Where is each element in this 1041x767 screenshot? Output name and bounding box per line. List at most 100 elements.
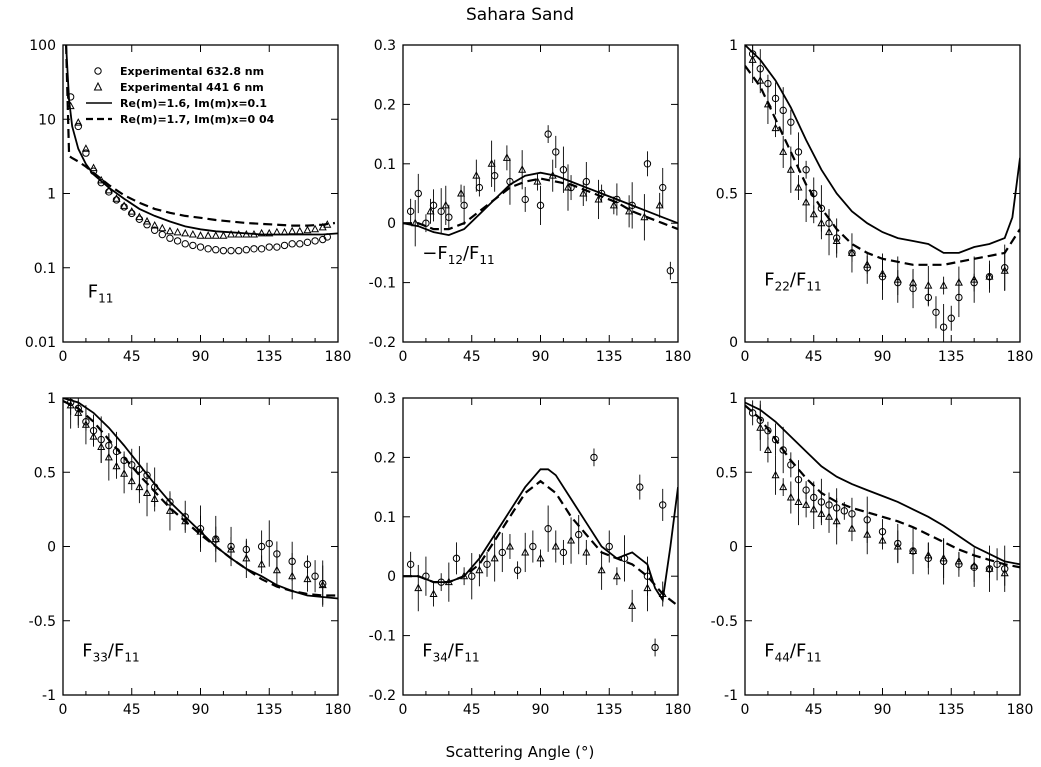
data-point-circle (460, 201, 468, 210)
data-point-circle (311, 237, 319, 245)
x-tick-label: 0 (741, 349, 750, 365)
dashed-model-line (63, 400, 338, 597)
data-point-triangle (127, 207, 136, 215)
data-point-triangle (272, 227, 281, 236)
legend-label: Experimental 441 6 nm (120, 81, 264, 94)
data-point-circle (659, 501, 667, 509)
series-group (745, 400, 1020, 592)
legend-label: Re(m)=1.6, Im(m)x=0.1 (120, 97, 267, 110)
data-point-triangle (847, 524, 856, 532)
data-point-triangle (779, 482, 788, 491)
solid-model-line (403, 468, 678, 603)
data-point-circle (296, 240, 304, 248)
panel-label: F33/F11 (82, 640, 139, 664)
data-point-triangle (579, 188, 588, 197)
data-point-triangle (150, 494, 159, 502)
data-point-triangle (158, 223, 167, 232)
y-tick-label: -0.2 (369, 688, 396, 704)
data-point-circle (181, 240, 189, 248)
x-tick-label: 90 (192, 702, 210, 718)
data-point-triangle (227, 544, 236, 553)
data-point-triangle (272, 565, 281, 574)
data-point-triangle (594, 194, 603, 203)
data-point-triangle (548, 171, 557, 179)
data-point-triangle (609, 200, 618, 209)
data-point-circle (552, 148, 560, 156)
x-tick-label: 180 (1007, 349, 1034, 365)
panel-label: F34/F11 (422, 640, 479, 664)
data-point-triangle (643, 583, 652, 592)
data-point-circle (748, 409, 757, 417)
data-point-triangle (120, 201, 129, 209)
data-point-circle (150, 226, 159, 234)
x-tick-label: 135 (256, 349, 283, 365)
data-point-triangle (817, 509, 826, 517)
y-tick-label: -0.1 (369, 276, 396, 292)
data-point-triangle (211, 231, 220, 239)
data-point-circle (993, 560, 1001, 569)
data-point-triangle (490, 553, 499, 562)
data-point-triangle (939, 553, 948, 562)
solid-model-line (745, 45, 1020, 254)
y-tick-label: 0 (729, 335, 738, 351)
y-tick-label: 1 (47, 391, 56, 407)
x-tick-label: 0 (741, 702, 750, 718)
x-tick-label: 0 (399, 702, 408, 718)
x-tick-label: 0 (59, 702, 68, 718)
data-point-triangle (89, 163, 98, 172)
panel-label: F11 (88, 281, 114, 305)
x-tick-label: 45 (805, 702, 823, 718)
data-point-circle (764, 426, 772, 435)
data-point-triangle (763, 99, 772, 108)
data-point-triangle (181, 228, 190, 237)
data-point-triangle (824, 227, 834, 236)
data-point-triangle (802, 197, 811, 206)
data-point-triangle (612, 571, 621, 580)
data-point-circle (802, 166, 810, 174)
data-point-triangle (893, 541, 902, 550)
data-point-circle (422, 572, 430, 580)
data-point-triangle (165, 506, 174, 514)
data-point-circle (771, 435, 780, 444)
data-point-circle (74, 122, 82, 131)
data-point-triangle (824, 512, 834, 520)
y-tick-label: -0.1 (369, 629, 396, 645)
y-tick-label: 10 (38, 112, 56, 128)
data-point-circle (303, 238, 312, 247)
y-tick-label: -0.5 (29, 614, 56, 630)
x-tick-label: 135 (938, 349, 965, 365)
data-point-triangle (181, 516, 190, 525)
data-point-triangle (756, 76, 765, 84)
y-tick-label: 0.5 (34, 465, 56, 481)
data-point-triangle (411, 218, 420, 227)
data-point-triangle (429, 589, 438, 598)
data-point-triangle (303, 574, 312, 583)
data-point-circle (666, 267, 675, 275)
x-tick-label: 45 (463, 349, 481, 365)
y-tick-label: 0.5 (716, 187, 738, 203)
data-point-circle (227, 246, 235, 255)
legend-label: Re(m)=1.7, Im(m)x=0 04 (120, 113, 275, 126)
data-point-triangle (441, 200, 450, 209)
data-point-triangle (112, 194, 121, 202)
y-tick-label: 0 (729, 540, 738, 556)
panel-2: 0 45 90 135 180 -0.2 -0.1 0 0.1 0.2 0.3 −F12/F11 (369, 38, 692, 365)
y-tick-label: 0.2 (374, 97, 396, 113)
data-point-circle (506, 177, 514, 186)
data-point-triangle (257, 559, 266, 568)
data-point-circle (437, 578, 445, 586)
x-tick-label: 90 (874, 702, 892, 718)
data-point-triangle (954, 278, 963, 286)
y-tick-label: 0.1 (374, 157, 396, 173)
data-point-triangle (97, 442, 106, 451)
data-point-triangle (249, 229, 259, 238)
data-point-circle (659, 183, 667, 192)
data-point-circle (234, 246, 243, 255)
series-group (403, 125, 678, 280)
data-point-triangle (444, 577, 453, 586)
data-point-triangle (847, 248, 856, 256)
y-tick-label: 0.1 (374, 510, 396, 526)
data-point-circle (771, 94, 780, 103)
data-point-circle (288, 240, 296, 248)
